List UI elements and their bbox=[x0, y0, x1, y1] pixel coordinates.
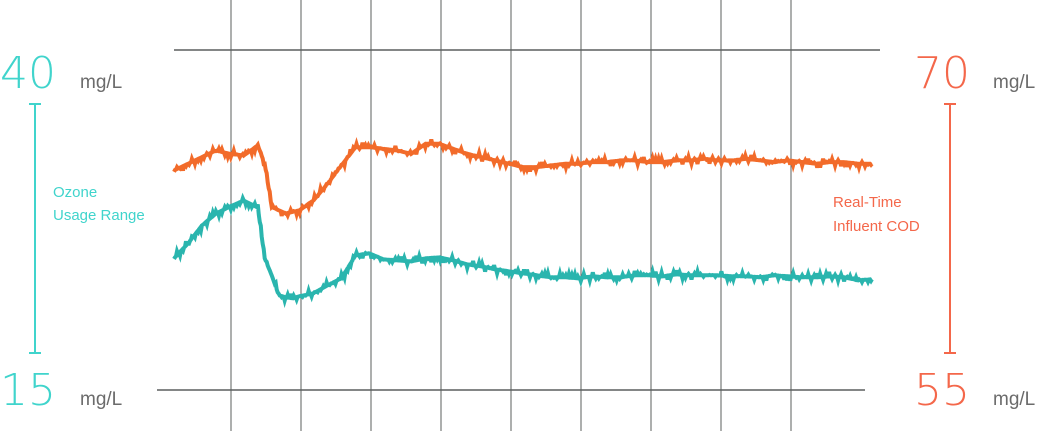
left-axis-max: 40 bbox=[0, 48, 56, 99]
right-axis-unit-bottom: mg/L bbox=[993, 389, 1035, 410]
series-line-ozone-usage bbox=[172, 192, 874, 309]
grid bbox=[157, 0, 880, 431]
left-axis-unit-bottom: mg/L bbox=[80, 389, 122, 410]
left-axis-unit-top: mg/L bbox=[80, 72, 122, 93]
right-axis-label-line1: Real-Time bbox=[833, 194, 902, 211]
left-axis-label-line2: Usage Range bbox=[53, 207, 145, 224]
series-layer bbox=[172, 137, 874, 309]
right-axis-unit-top: mg/L bbox=[993, 72, 1035, 93]
right-axis: 70 mg/L Real-Time Influent COD 55 mg/L bbox=[833, 48, 1035, 416]
right-axis-min: 55 bbox=[914, 365, 970, 416]
left-axis-min: 15 bbox=[0, 365, 56, 416]
left-axis: 40 mg/L Ozone Usage Range 15 mg/L bbox=[0, 48, 145, 416]
right-axis-label-line2: Influent COD bbox=[833, 218, 920, 235]
right-axis-max: 70 bbox=[914, 48, 970, 99]
series-line-influent-cod bbox=[172, 137, 874, 222]
left-axis-label-line1: Ozone bbox=[53, 184, 97, 201]
